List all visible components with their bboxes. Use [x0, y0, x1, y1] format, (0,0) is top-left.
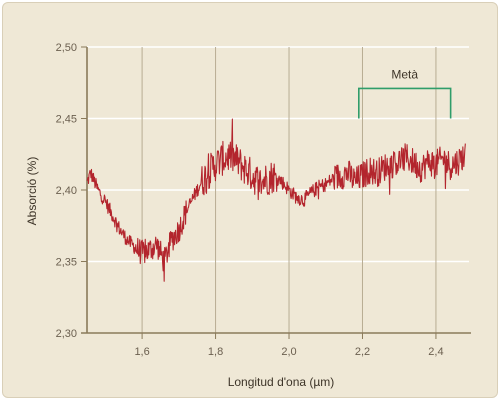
annotation-label: Metà [391, 67, 418, 81]
y-tick-label: 2,30 [56, 328, 77, 340]
x-tick-label: 2,0 [281, 346, 296, 358]
chart-figure: Metà 2,50 2,45 2,40 2,35 2,30 1,6 1,8 2,0 2,2 2,4… [2, 2, 498, 398]
annotation-bracket [358, 87, 452, 119]
y-tick-label: 2,50 [56, 42, 77, 54]
series-line [86, 118, 466, 282]
y-tick-label: 2,40 [56, 185, 77, 197]
y-tick-label: 2,45 [56, 114, 77, 126]
x-tick-label: 1,6 [134, 346, 149, 358]
chart-svg: Metà 2,50 2,45 2,40 2,35 2,30 1,6 1,8 2,0 2,2 2,4… [25, 42, 471, 389]
x-tick-label: 2,2 [355, 346, 370, 358]
x-tick-label: 1,8 [208, 346, 223, 358]
x-tick-label: 2,4 [428, 346, 443, 358]
x-axis-title: Longitud d'ona (µm) [228, 375, 335, 389]
y-axis-title: Absorció (%) [25, 157, 39, 226]
y-tick-label: 2,35 [56, 257, 77, 269]
